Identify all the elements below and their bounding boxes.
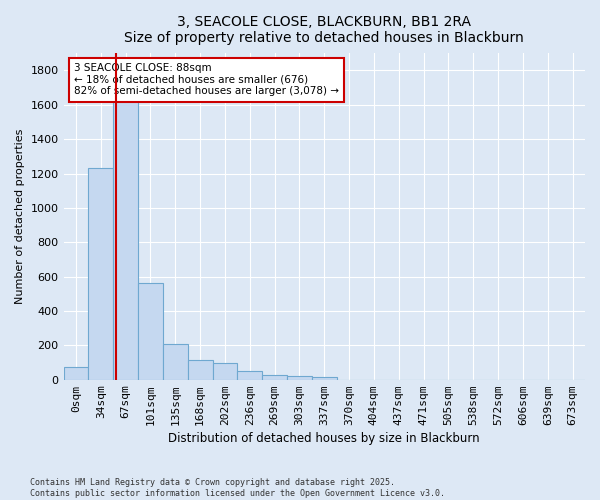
Bar — [113, 102, 138, 380]
Bar — [287, 376, 312, 380]
Bar — [212, 364, 238, 380]
Bar — [238, 371, 262, 380]
Y-axis label: Number of detached properties: Number of detached properties — [15, 129, 25, 304]
Bar — [64, 367, 88, 380]
Bar — [163, 344, 188, 380]
Text: 3 SEACOLE CLOSE: 88sqm
← 18% of detached houses are smaller (676)
82% of semi-de: 3 SEACOLE CLOSE: 88sqm ← 18% of detached… — [74, 63, 339, 96]
Bar — [138, 284, 163, 380]
Text: Contains HM Land Registry data © Crown copyright and database right 2025.
Contai: Contains HM Land Registry data © Crown c… — [30, 478, 445, 498]
Bar — [262, 374, 287, 380]
X-axis label: Distribution of detached houses by size in Blackburn: Distribution of detached houses by size … — [169, 432, 480, 445]
Title: 3, SEACOLE CLOSE, BLACKBURN, BB1 2RA
Size of property relative to detached house: 3, SEACOLE CLOSE, BLACKBURN, BB1 2RA Siz… — [124, 15, 524, 45]
Bar — [312, 377, 337, 380]
Bar — [88, 168, 113, 380]
Bar — [188, 360, 212, 380]
